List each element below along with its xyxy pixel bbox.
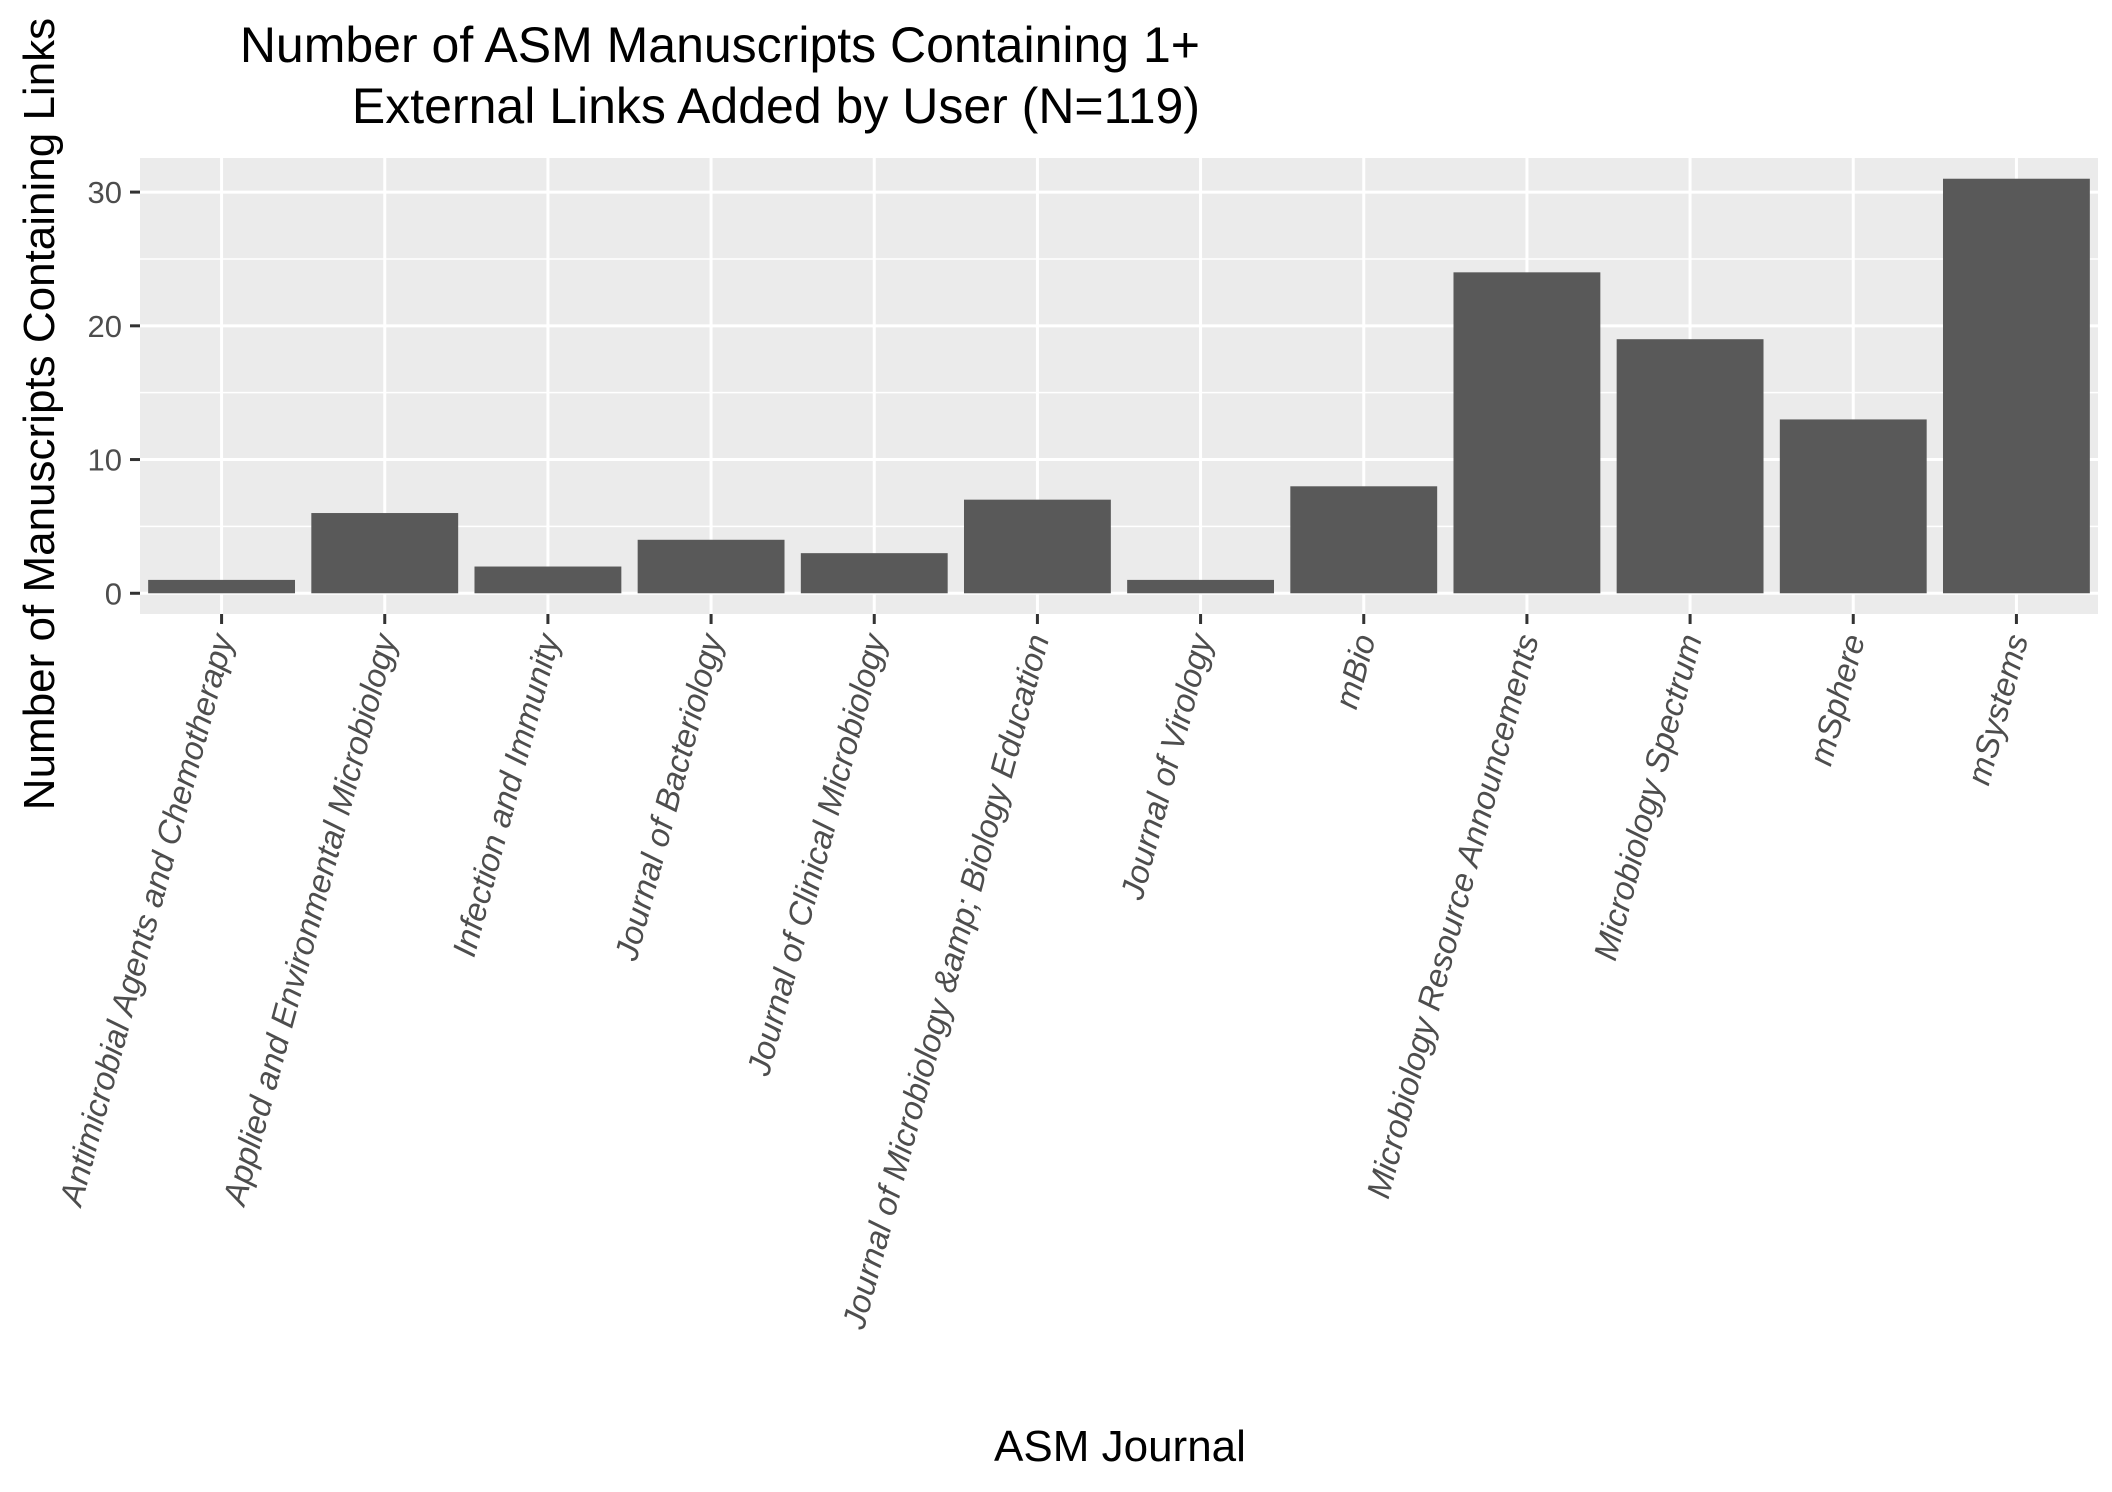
bar-7 <box>1127 579 1275 594</box>
x-tick-label-3: Journal of Bacteriology <box>607 628 731 965</box>
x-tick-label-0: Antimicrobial Agents and Chemotherapy <box>52 628 241 1211</box>
y-tick-label-3: 30 <box>88 175 122 210</box>
y-tick-label-2: 20 <box>88 309 122 344</box>
chart-title-line-1: Number of ASM Manuscripts Containing 1+ <box>240 17 1200 73</box>
x-tick-label-2: Infection and Immunity <box>445 628 567 961</box>
plot-panel <box>140 158 2098 614</box>
bar-5 <box>800 553 948 594</box>
x-axis: Antimicrobial Agents and ChemotherapyApp… <box>52 614 2036 1334</box>
bar-4 <box>637 539 785 594</box>
bar-6 <box>963 499 1111 594</box>
x-tick-label-4: Journal of Clinical Microbiology <box>739 628 893 1080</box>
chart-title-line-2: External Links Added by User (N=119) <box>352 78 1200 134</box>
x-tick-label-5: Journal of Microbiology &amp; Biology Ed… <box>835 630 1057 1333</box>
y-tick-label-0: 0 <box>105 576 122 611</box>
bar-3 <box>474 566 622 594</box>
x-tick-label-8: Microbiology Resource Announcements <box>1359 630 1545 1202</box>
x-tick-label-11: mSystems <box>1960 630 2036 788</box>
bar-12 <box>1942 178 2090 594</box>
bar-2 <box>311 513 459 594</box>
bar-11 <box>1779 419 1927 594</box>
x-tick-label-9: Microbiology Spectrum <box>1586 630 1709 964</box>
y-axis: 0 10 20 30 <box>88 175 140 611</box>
x-tick-label-6: Journal of Virology <box>1113 628 1220 904</box>
bars <box>148 178 2090 594</box>
x-tick-label-7: mBio <box>1327 630 1382 712</box>
bar-8 <box>1290 486 1438 594</box>
y-tick-label-1: 10 <box>88 443 122 478</box>
grid-minor <box>140 258 2098 528</box>
x-tick-label-1: Applied and Environmental Microbiology <box>215 628 404 1211</box>
bar-10 <box>1616 339 1764 594</box>
bar-1 <box>148 579 296 594</box>
y-axis-title: Number of Manuscripts Containing Links <box>15 18 64 810</box>
x-axis-title: ASM Journal <box>994 1422 1246 1471</box>
bar-9 <box>1453 272 1601 594</box>
x-tick-label-10: mSphere <box>1802 630 1872 769</box>
